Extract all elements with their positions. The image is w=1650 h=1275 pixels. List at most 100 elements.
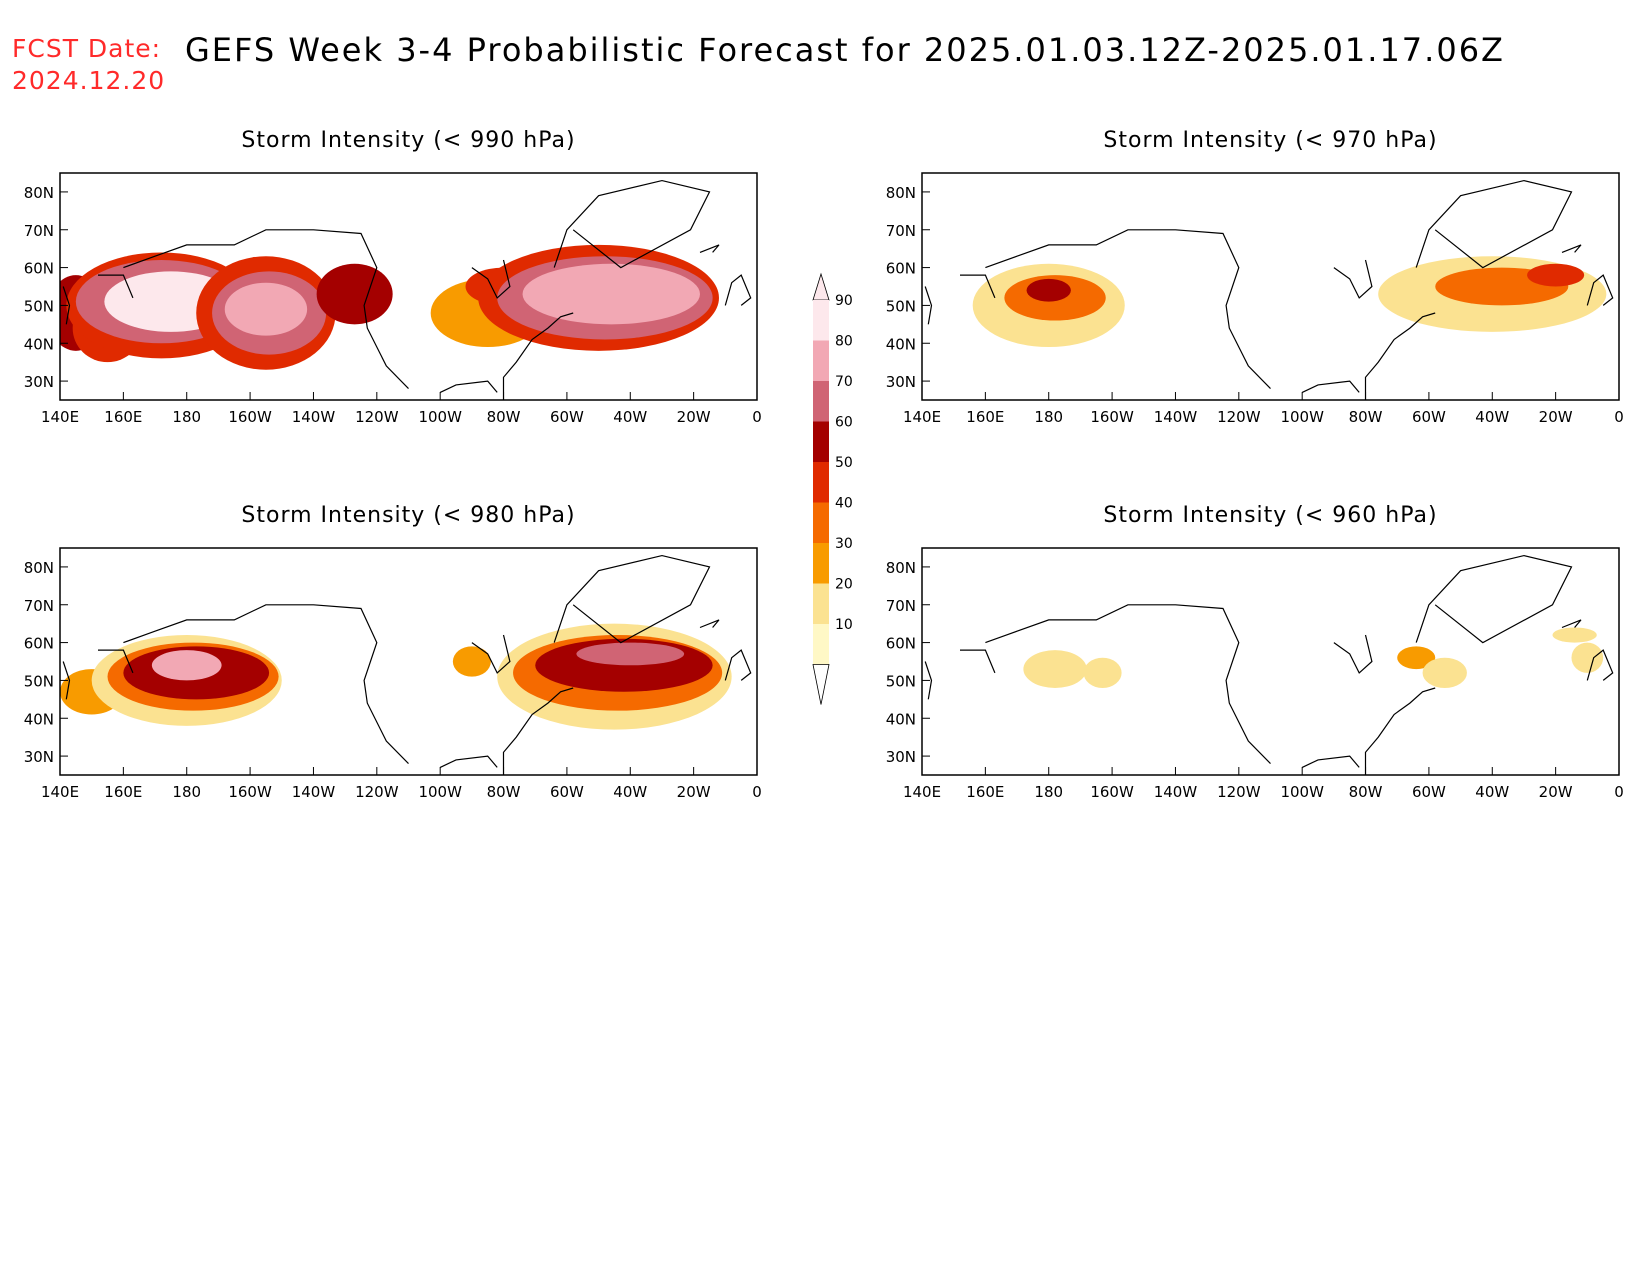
x-tick-label: 0 xyxy=(752,783,762,801)
coastline xyxy=(439,380,498,393)
coastline xyxy=(985,229,1271,390)
coastline xyxy=(1301,380,1360,393)
y-tick-label: 60N xyxy=(24,260,54,278)
probability-field xyxy=(924,179,1614,400)
coastline xyxy=(1364,312,1436,400)
coastline xyxy=(123,604,409,765)
y-tick-label: 30N xyxy=(24,748,54,766)
x-tick-label: 60W xyxy=(550,408,584,426)
y-tick-label: 70N xyxy=(886,222,916,240)
y-tick-label: 50N xyxy=(24,672,54,690)
x-tick-label: 40W xyxy=(1475,408,1509,426)
x-tick-label: 160W xyxy=(1090,783,1134,801)
y-tick-label: 40N xyxy=(886,335,916,353)
x-tick-label: 60W xyxy=(550,783,584,801)
colorbar-label: 30 xyxy=(835,536,853,552)
colorbar-label: 10 xyxy=(835,617,853,633)
colorbar-label: 70 xyxy=(835,374,853,390)
x-tick-label: 100W xyxy=(418,783,462,801)
x-tick-label: 160E xyxy=(104,408,142,426)
y-tick-label: 70N xyxy=(24,222,54,240)
y-tick-label: 30N xyxy=(886,748,916,766)
y-tick-label: 80N xyxy=(886,559,916,577)
y-tick-label: 80N xyxy=(24,559,54,577)
panel-title: Storm Intensity (< 980 hPa) xyxy=(241,503,575,528)
coastline xyxy=(1415,554,1573,644)
colorbar-swatch xyxy=(813,462,829,503)
x-tick-label: 160W xyxy=(228,408,272,426)
x-tick-label: 160W xyxy=(228,783,272,801)
coastline xyxy=(1586,274,1614,306)
x-tick-label: 160E xyxy=(966,408,1004,426)
y-tick-label: 70N xyxy=(24,597,54,615)
coastline xyxy=(1586,649,1614,681)
x-tick-label: 120W xyxy=(355,783,399,801)
coastline xyxy=(1415,179,1573,269)
map-panel-980: Storm Intensity (< 980 hPa) 140E 160E 180 16… xyxy=(24,503,762,801)
x-tick-label: 60W xyxy=(1412,783,1446,801)
probability-contour xyxy=(1552,627,1597,643)
y-tick-label: 50N xyxy=(886,297,916,315)
coastline xyxy=(699,244,720,253)
x-tick-label: 60W xyxy=(1412,408,1446,426)
colorbar-swatch xyxy=(813,421,829,462)
panel-title: Storm Intensity (< 970 hPa) xyxy=(1103,128,1437,153)
colorbar-swatch xyxy=(813,583,829,624)
map-frame xyxy=(921,547,1620,776)
coastline xyxy=(1333,634,1373,674)
coastline xyxy=(960,274,996,299)
y-tick-label: 60N xyxy=(886,635,916,653)
fcst-date-value: 2024.12.20 xyxy=(12,66,166,95)
coastline xyxy=(724,649,752,681)
probability-contour xyxy=(224,282,308,336)
colorbar-swatch xyxy=(813,543,829,584)
map-panels: Storm Intensity (< 990 hPa) 140E 160E 180 16… xyxy=(24,128,1624,801)
coastline xyxy=(439,755,498,768)
colorbar-swatch xyxy=(813,624,829,665)
y-tick-label: 40N xyxy=(886,710,916,728)
x-tick-label: 100W xyxy=(1280,408,1324,426)
y-tick-label: 70N xyxy=(886,597,916,615)
y-tick-label: 50N xyxy=(24,297,54,315)
x-tick-label: 160E xyxy=(104,783,142,801)
panel-title: Storm Intensity (< 990 hPa) xyxy=(241,128,575,153)
colorbar-label: 50 xyxy=(835,455,853,471)
colorbar-top-arrow xyxy=(812,272,830,301)
coastline xyxy=(1301,755,1360,768)
x-tick-label: 40W xyxy=(613,408,647,426)
colorbar-bottom-arrow xyxy=(812,664,830,705)
map-frame xyxy=(921,172,1620,401)
x-tick-label: 180 xyxy=(1034,783,1063,801)
coastline xyxy=(62,286,71,325)
map-panel-990: Storm Intensity (< 990 hPa) 140E 160E 180 16… xyxy=(24,128,762,426)
coastline xyxy=(924,661,933,700)
x-tick-label: 80W xyxy=(487,408,521,426)
y-tick-label: 50N xyxy=(886,672,916,690)
x-tick-label: 180 xyxy=(1034,408,1063,426)
x-tick-label: 160W xyxy=(1090,408,1134,426)
x-tick-label: 140E xyxy=(903,408,941,426)
x-tick-label: 0 xyxy=(1614,783,1624,801)
probability-contour xyxy=(151,650,222,681)
probability-contour xyxy=(1571,642,1604,673)
x-tick-label: 80W xyxy=(1349,783,1383,801)
probability-contour xyxy=(452,646,491,677)
coastline xyxy=(699,619,720,629)
coastline xyxy=(471,634,511,674)
y-tick-label: 80N xyxy=(24,184,54,202)
fcst-date-label: FCST Date: xyxy=(12,34,162,63)
coastline xyxy=(502,312,574,400)
x-tick-label: 100W xyxy=(418,408,462,426)
coastline xyxy=(724,274,752,306)
x-tick-label: 100W xyxy=(1280,783,1324,801)
colorbar-label: 40 xyxy=(835,496,853,512)
x-tick-label: 120W xyxy=(1217,408,1261,426)
x-tick-label: 20W xyxy=(1539,783,1573,801)
x-tick-label: 140W xyxy=(1154,783,1198,801)
x-tick-label: 140E xyxy=(41,783,79,801)
coastline xyxy=(985,604,1271,765)
probability-contour xyxy=(316,263,393,325)
y-tick-label: 80N xyxy=(886,184,916,202)
colorbar-swatch xyxy=(813,300,829,341)
x-tick-label: 0 xyxy=(752,408,762,426)
